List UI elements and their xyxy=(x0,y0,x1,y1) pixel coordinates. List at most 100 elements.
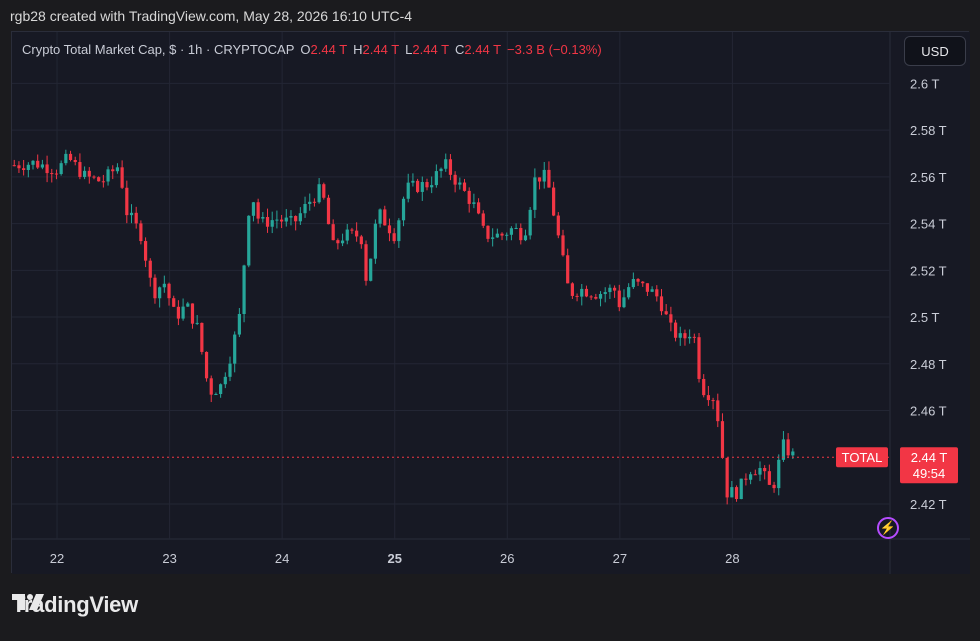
candle-body xyxy=(40,164,44,168)
candle-body xyxy=(172,298,176,307)
candle-body xyxy=(781,439,786,460)
y-tick-label: 2.42 T xyxy=(910,497,947,512)
candle-body xyxy=(214,394,218,396)
candle-body xyxy=(237,314,241,335)
candle-body xyxy=(612,287,617,291)
y-tick-label: 2.5 T xyxy=(910,310,939,325)
candle-body xyxy=(195,322,199,324)
tradingview-brand[interactable]: TradingView xyxy=(12,592,138,618)
candle-body xyxy=(298,213,302,222)
candle-body xyxy=(228,363,232,377)
candle-body xyxy=(242,265,246,315)
candle-body xyxy=(167,283,171,299)
candle-body xyxy=(101,181,105,183)
x-tick-label: 28 xyxy=(725,551,739,566)
candle-body xyxy=(68,153,73,160)
candle-body xyxy=(200,322,204,352)
candle-body xyxy=(59,163,63,175)
candle-body xyxy=(491,237,495,239)
candle-body xyxy=(702,378,706,396)
candle-body xyxy=(204,351,209,379)
candle-body xyxy=(552,187,556,216)
candle-body xyxy=(411,180,415,183)
lightning-icon[interactable]: ⚡ xyxy=(877,517,899,539)
candle-body xyxy=(416,180,420,192)
candle-body xyxy=(209,378,213,395)
symbol-description[interactable]: Crypto Total Market Cap, $ · 1h · CRYPTO… xyxy=(22,42,295,57)
candle-body xyxy=(143,241,148,261)
candle-body xyxy=(12,165,16,167)
candle-body xyxy=(481,213,485,226)
candle-body xyxy=(519,227,523,241)
candle-body xyxy=(584,288,589,297)
candle-body xyxy=(472,202,476,204)
candle-body xyxy=(233,334,237,364)
x-tick-label: 22 xyxy=(50,551,64,566)
candle-body xyxy=(561,235,565,256)
open-value: 2.44 T xyxy=(310,42,348,57)
candle-body xyxy=(734,487,739,500)
candle-body xyxy=(223,376,227,385)
candle-body xyxy=(570,283,574,296)
candle-body xyxy=(340,240,345,244)
candle-body xyxy=(720,421,725,458)
candle-body xyxy=(608,287,612,293)
candle-body xyxy=(467,190,471,204)
candle-body xyxy=(303,203,307,214)
candle-body xyxy=(392,233,396,242)
candle-body xyxy=(730,487,734,498)
candlestick-chart[interactable]: 2.6 T 2.58 T 2.56 T 2.54 T 2.52 T 2.5 T 2.48 T… xyxy=(12,32,970,574)
candle-body xyxy=(331,224,335,241)
candle-body xyxy=(566,255,570,284)
symbol-tag-bg xyxy=(836,447,888,468)
candle-body xyxy=(83,170,87,177)
candle-body xyxy=(486,225,490,239)
candle-body xyxy=(22,168,26,171)
candle-body xyxy=(444,159,448,169)
candle-body xyxy=(598,294,603,299)
candle-body xyxy=(434,171,438,186)
candle-body xyxy=(275,219,279,221)
candle-body xyxy=(645,283,650,292)
candle-body xyxy=(575,295,579,297)
candle-body xyxy=(505,234,509,236)
candle-body xyxy=(265,217,270,227)
candle-body xyxy=(556,215,560,236)
candle-body xyxy=(125,187,129,216)
high-label: H xyxy=(353,42,363,57)
candle-body xyxy=(261,217,265,219)
candle-body xyxy=(683,333,687,339)
candle-body xyxy=(673,322,678,338)
candle-body xyxy=(617,290,621,308)
candle-body xyxy=(139,223,143,242)
high-value: 2.44 T xyxy=(362,42,400,57)
candle-body xyxy=(537,177,542,182)
currency-button[interactable]: USD xyxy=(904,36,966,66)
candle-body xyxy=(92,176,96,178)
candle-body xyxy=(129,212,134,216)
candle-body xyxy=(190,303,195,324)
candle-body xyxy=(603,292,607,295)
candle-body xyxy=(777,459,781,489)
close-value: 2.44 T xyxy=(464,42,502,57)
x-tick-label: 27 xyxy=(613,551,627,566)
candle-body xyxy=(448,159,453,175)
candle-body xyxy=(425,182,429,188)
tradingview-logo-icon xyxy=(12,594,44,610)
candle-body xyxy=(115,167,120,172)
candle-body xyxy=(350,229,354,231)
candle-body xyxy=(655,289,659,297)
candle-body xyxy=(509,228,514,235)
y-tick-label: 2.48 T xyxy=(910,357,947,372)
candle-body xyxy=(631,279,635,288)
candle-body xyxy=(148,260,152,278)
candle-body xyxy=(36,160,40,168)
chart-pane[interactable]: 2.6 T 2.58 T 2.56 T 2.54 T 2.52 T 2.5 T 2.48 T… xyxy=(11,31,970,574)
candle-body xyxy=(345,229,349,241)
candle-body xyxy=(758,468,762,475)
candle-body xyxy=(594,296,598,299)
y-tick-label: 2.58 T xyxy=(910,123,947,138)
x-tick-label: 26 xyxy=(500,551,514,566)
candle-body xyxy=(378,209,382,224)
candle-body xyxy=(134,212,138,224)
